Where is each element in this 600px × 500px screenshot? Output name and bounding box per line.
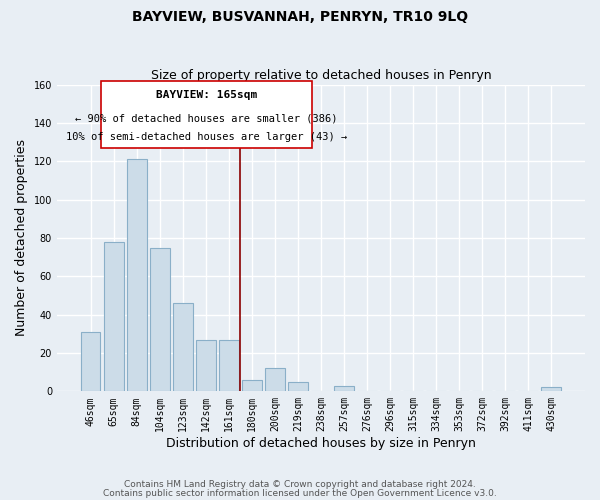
Text: BAYVIEW, BUSVANNAH, PENRYN, TR10 9LQ: BAYVIEW, BUSVANNAH, PENRYN, TR10 9LQ: [132, 10, 468, 24]
FancyBboxPatch shape: [101, 80, 312, 148]
Text: BAYVIEW: 165sqm: BAYVIEW: 165sqm: [156, 90, 257, 101]
Text: 10% of semi-detached houses are larger (43) →: 10% of semi-detached houses are larger (…: [66, 132, 347, 142]
Bar: [265, 368, 284, 392]
Bar: [104, 242, 124, 392]
Bar: [242, 380, 262, 392]
Bar: [288, 382, 308, 392]
Title: Size of property relative to detached houses in Penryn: Size of property relative to detached ho…: [151, 69, 491, 82]
Text: Contains HM Land Registry data © Crown copyright and database right 2024.: Contains HM Land Registry data © Crown c…: [124, 480, 476, 489]
Bar: [196, 340, 215, 392]
Text: Contains public sector information licensed under the Open Government Licence v3: Contains public sector information licen…: [103, 489, 497, 498]
Bar: [173, 303, 193, 392]
Bar: [81, 332, 100, 392]
Bar: [334, 386, 354, 392]
Bar: [127, 160, 146, 392]
Bar: [541, 388, 561, 392]
X-axis label: Distribution of detached houses by size in Penryn: Distribution of detached houses by size …: [166, 437, 476, 450]
Y-axis label: Number of detached properties: Number of detached properties: [15, 140, 28, 336]
Bar: [150, 248, 170, 392]
Text: ← 90% of detached houses are smaller (386): ← 90% of detached houses are smaller (38…: [75, 114, 338, 124]
Bar: [219, 340, 239, 392]
